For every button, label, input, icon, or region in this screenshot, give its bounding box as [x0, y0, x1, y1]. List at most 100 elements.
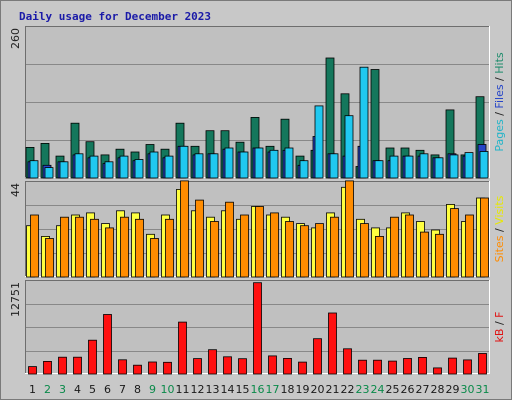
bar-sites-day-21: [330, 216, 339, 278]
bar-kb-day-26: [403, 358, 412, 375]
bar-pages-day-10: [164, 155, 174, 179]
day-label-1: 1: [29, 383, 36, 396]
bar-sites-day-9: [150, 238, 159, 278]
bar-kb-day-22: [343, 348, 352, 375]
bar-kb-day-11: [178, 321, 187, 375]
bar-pages-day-7: [119, 155, 129, 179]
bar-kb-day-17: [268, 355, 277, 375]
day-label-6: 6: [104, 383, 111, 396]
bar-kb-day-21: [328, 312, 337, 375]
day-label-28: 28: [431, 383, 445, 396]
panel-kb: 12751 kB / F: [9, 280, 506, 375]
day-label-19: 19: [296, 383, 310, 396]
day-label-9: 9: [149, 383, 156, 396]
bar-sites-day-1: [30, 214, 39, 278]
bar-pages-day-11: [179, 145, 189, 179]
legend-separator: /: [493, 109, 506, 120]
panel-legend: Sites / Visits: [493, 195, 506, 262]
bar-kb-day-1: [28, 366, 37, 375]
day-label-3: 3: [59, 383, 66, 396]
bar-kb-day-10: [163, 361, 172, 375]
bar-pages-day-16: [254, 147, 264, 179]
bar-kb-day-27: [418, 356, 427, 375]
chart-title: Daily usage for December 2023: [19, 10, 211, 23]
bar-kb-day-9: [148, 361, 157, 375]
bar-pages-day-18: [284, 147, 294, 179]
bar-pages-day-13: [209, 153, 219, 179]
day-label-24: 24: [371, 383, 385, 396]
bar-sites-day-29: [450, 208, 459, 278]
bar-pages-day-12: [194, 153, 204, 179]
panel-legend: kB / F: [493, 312, 506, 343]
bar-kb-day-13: [208, 349, 217, 375]
bar-kb-day-15: [238, 358, 247, 375]
bar-sites-day-7: [120, 216, 129, 278]
bar-kb-day-6: [103, 314, 112, 375]
legend-sites: Sites: [493, 235, 506, 262]
bar-pages-day-14: [224, 147, 234, 179]
bar-pages-day-3: [59, 161, 69, 179]
bar-sites-day-26: [405, 214, 414, 278]
bar-sites-day-16: [255, 206, 264, 278]
bar-kb-day-3: [58, 356, 67, 375]
bar-kb-day-4: [73, 356, 82, 375]
day-label-14: 14: [221, 383, 235, 396]
bar-sites-day-28: [435, 233, 444, 278]
bar-kb-day-30: [463, 359, 472, 375]
bar-kb-day-19: [298, 361, 307, 375]
bar-sites-day-4: [75, 216, 84, 278]
bar-kb-day-5: [88, 339, 97, 375]
legend-separator: /: [493, 318, 506, 329]
bar-sites-day-22: [345, 180, 354, 278]
bar-pages-day-5: [89, 155, 99, 179]
bar-sites-day-3: [60, 216, 69, 278]
day-label-18: 18: [281, 383, 295, 396]
day-label-22: 22: [341, 383, 355, 396]
bar-sites-day-5: [90, 218, 99, 278]
bar-sites-day-19: [300, 225, 309, 278]
axis-max-label: 260: [9, 28, 22, 49]
bar-sites-day-23: [360, 223, 369, 278]
bar-sites-day-31: [480, 197, 489, 278]
legend-files: Files: [493, 84, 506, 108]
day-label-7: 7: [119, 383, 126, 396]
bar-sites-day-12: [195, 199, 204, 278]
legend-visits: Visits: [493, 195, 506, 224]
bar-sites-day-10: [165, 218, 174, 278]
day-label-17: 17: [266, 383, 280, 396]
bar-pages-day-4: [74, 153, 84, 179]
bar-pages-day-27: [419, 153, 429, 179]
bar-pages-day-17: [269, 149, 279, 179]
bar-sites-day-27: [420, 231, 429, 278]
bar-sites-day-25: [390, 216, 399, 278]
bar-sites-day-18: [285, 221, 294, 278]
bar-pages-day-15: [239, 151, 249, 179]
panel-legend: Pages / Files / Hits: [493, 52, 506, 152]
bar-pages-day-21: [329, 153, 339, 179]
bar-kb-day-7: [118, 359, 127, 375]
bar-pages-day-23: [359, 66, 369, 179]
panel-sites-visits: 44 Sites / Visits: [9, 180, 506, 278]
bar-pages-day-30: [464, 152, 474, 179]
bar-kb-day-25: [388, 360, 397, 375]
bar-pages-day-1: [29, 160, 39, 179]
day-label-8: 8: [134, 383, 141, 396]
bar-kb-day-16: [253, 282, 262, 375]
bar-pages-day-25: [389, 155, 399, 179]
bar-kb-day-29: [448, 357, 457, 375]
day-label-15: 15: [236, 383, 250, 396]
bar-sites-day-6: [105, 227, 114, 278]
day-label-30: 30: [461, 383, 475, 396]
day-label-25: 25: [386, 383, 400, 396]
axis-max-label: 44: [9, 183, 22, 197]
bar-kb-day-18: [283, 357, 292, 375]
bar-pages-day-9: [149, 151, 159, 179]
day-label-10: 10: [161, 383, 175, 396]
bar-kb-day-20: [313, 338, 322, 375]
bar-kb-day-8: [133, 364, 142, 375]
legend-pages: Pages: [493, 119, 506, 152]
day-label-13: 13: [206, 383, 220, 396]
day-label-23: 23: [356, 383, 370, 396]
day-label-16: 16: [251, 383, 265, 396]
